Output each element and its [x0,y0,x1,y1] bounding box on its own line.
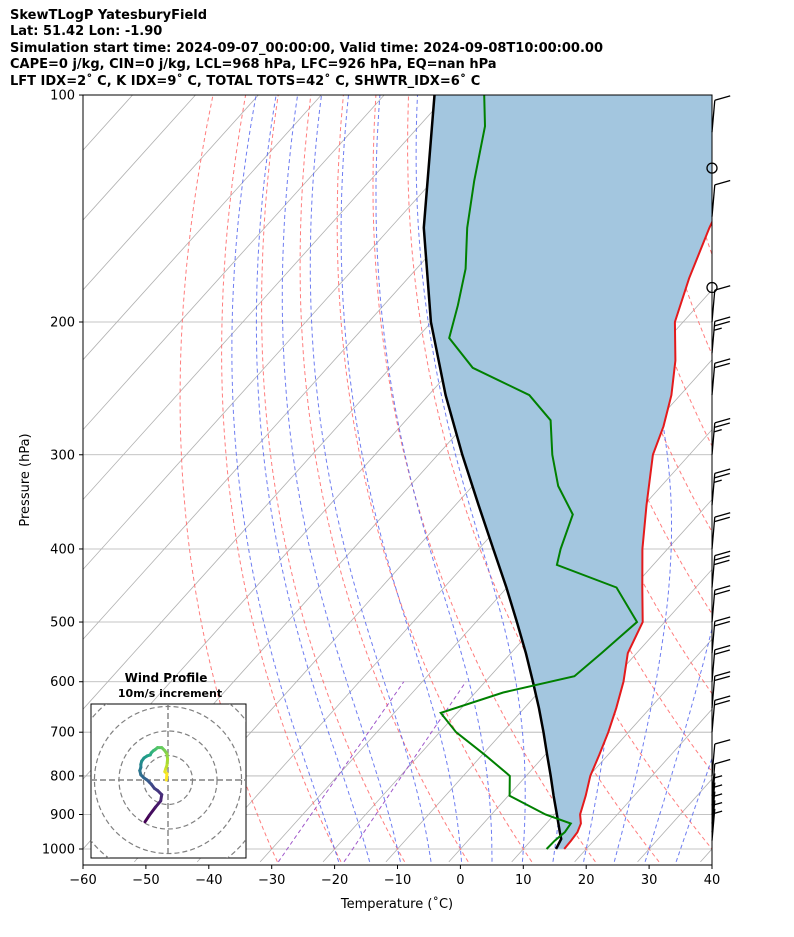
x-tick-label: 10 [515,873,532,888]
chart-header: SkewTLogP YatesburyField Lat: 51.42 Lon:… [10,8,603,90]
wind-barb [711,512,731,550]
wind-barb [711,316,731,354]
y-tick-label: 1000 [42,843,75,858]
moist-adiabat [309,95,432,862]
stability-line: CAPE=0 j/kg, CIN=0 j/kg, LCL=968 hPa, LF… [10,57,497,73]
hodograph-segment [147,805,157,818]
x-tick-label: −20 [321,873,348,888]
wind-barb [711,791,723,824]
wind-barb [711,468,731,506]
wind-barb [706,281,718,294]
isotherm [511,638,712,863]
wind-barb [711,417,731,455]
y-tick-label: 700 [50,726,75,741]
x-tick-label: −60 [69,873,96,888]
mixing-ratio-line [343,681,467,863]
dry-adiabat [734,95,794,862]
isotherm [83,95,511,571]
x-tick-label: 0 [456,873,464,888]
location-line: Lat: 51.42 Lon: -1.90 [10,24,163,40]
wind-barb [711,644,731,682]
y-tick-label: 800 [50,769,75,784]
wind-barb [711,782,723,815]
moist-adiabat [281,95,401,862]
time-line: Simulation start time: 2024-09-07_00:00:… [10,40,603,56]
y-tick-label: 300 [50,448,75,463]
dry-adiabat [336,95,533,863]
wind-barb [711,695,731,733]
moist-adiabat [375,95,493,862]
isotherm [574,708,712,863]
temperature-line [563,220,712,850]
y-axis-label: Pressure (hPa) [18,433,33,526]
x-tick-label: 20 [578,873,595,888]
hodograph-segment [164,772,169,782]
y-tick-label: 500 [50,616,75,631]
dewpoint-line [439,95,639,850]
mixing-ratio-line [277,681,405,863]
isotherm [385,498,712,863]
y-tick-label: 900 [50,808,75,823]
index-line: LFT IDX=2˚ C, K IDX=9˚ C, TOTAL TOTS=42˚… [10,73,481,89]
isotherm [83,95,385,431]
moist-adiabat [255,95,371,862]
x-tick-label: −50 [132,873,159,888]
wind-barb [711,758,731,796]
isotherm [83,95,448,501]
dry-adiabat [767,95,794,862]
x-tick-label: −30 [258,873,285,888]
cape-area [423,95,712,849]
y-tick-label: 100 [50,89,75,104]
x-tick-label: 40 [704,873,721,888]
x-tick-label: 30 [641,873,658,888]
dry-adiabat [701,95,712,140]
dry-adiabat [505,95,712,695]
moist-adiabat [340,95,462,862]
wind-barb [711,616,731,654]
isotherm [83,95,322,361]
wind-barb [706,162,718,174]
wind-barb [711,550,731,588]
wind-barb [711,95,731,133]
moist-adiabat [675,756,712,862]
moist-adiabat [415,95,526,862]
dry-adiabat [179,95,278,863]
wind-barb [711,179,731,217]
wind-barb [711,671,731,708]
x-tick-label: −10 [384,873,411,888]
wind-barb [711,808,723,841]
moist-adiabat [231,95,340,862]
x-tick-label: −40 [195,873,222,888]
isotherm [322,429,712,863]
parcel-profile-line [422,95,563,850]
hodograph-title: Wind Profile [125,671,208,685]
y-tick-label: 200 [50,316,75,331]
y-tick-label: 400 [50,542,75,557]
wind-barb [711,585,731,623]
hodograph-subtitle: 10m/s increment [118,687,222,700]
x-axis-label: Temperature (˚C) [340,896,453,912]
wind-barb [711,800,723,833]
y-tick-label: 600 [50,675,75,690]
isotherm [83,95,259,291]
wind-barb [711,773,723,806]
wind-barb [711,739,731,776]
wind-barb [711,358,731,396]
wind-barb [711,285,731,323]
moist-adiabat [644,95,712,862]
dry-adiabat [299,95,469,863]
chart-title: SkewTLogP YatesburyField [10,8,208,23]
